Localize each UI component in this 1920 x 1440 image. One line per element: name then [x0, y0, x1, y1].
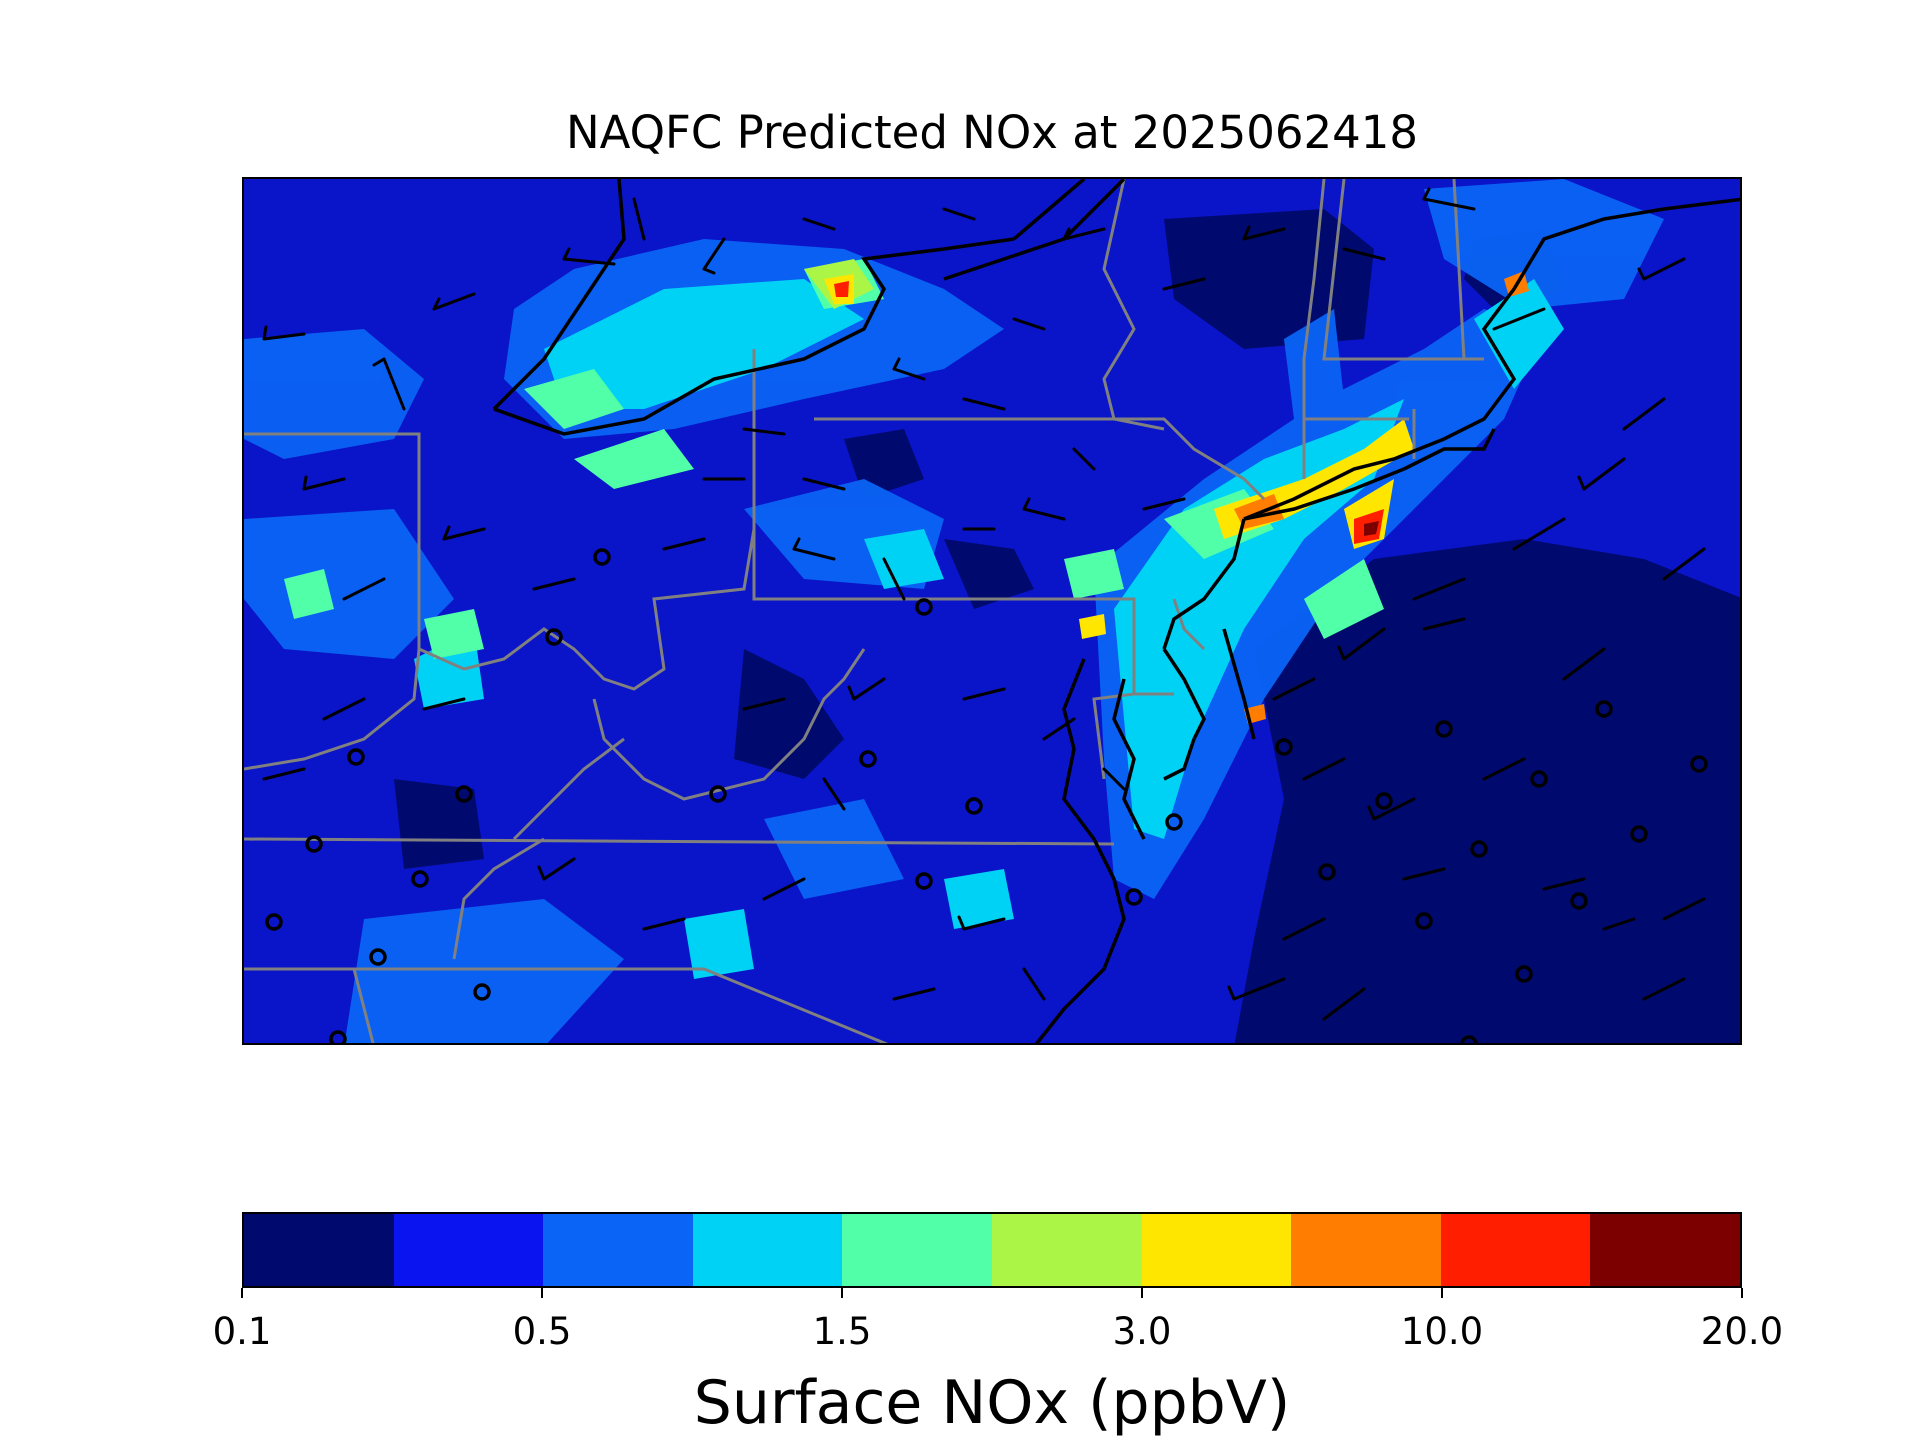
- calm-markers: [265, 548, 1708, 1043]
- colorbar-segment: [393, 1214, 544, 1286]
- wind-barbs: [262, 187, 1706, 1021]
- colorbar-label: Surface NOx (ppbV): [693, 1368, 1291, 1438]
- colorbar-segment: [244, 1214, 394, 1286]
- colorbar-tick-label: 0.1: [212, 1310, 272, 1353]
- colorbar-segment: [543, 1214, 693, 1286]
- colorbar-segment: [1141, 1214, 1292, 1286]
- colorbar-tick: [1441, 1288, 1443, 1298]
- colorbar-segment: [692, 1214, 843, 1286]
- coastlines: [492, 179, 1740, 1043]
- colorbar-tick-label: 1.5: [812, 1310, 872, 1353]
- map-title: NAQFC Predicted NOx at 2025062418: [565, 106, 1419, 159]
- nox-map: [242, 177, 1742, 1045]
- green-nox-regions: [284, 259, 1384, 659]
- colorbar-tick: [241, 1288, 243, 1298]
- colorbar-segment: [991, 1214, 1142, 1286]
- colorbar-segment: [1440, 1214, 1591, 1286]
- colorbar: [242, 1212, 1742, 1288]
- colorbar-tick: [541, 1288, 543, 1298]
- colorbar-tick-label: 10.0: [1400, 1310, 1484, 1353]
- colorbar-tick: [841, 1288, 843, 1298]
- colorbar-segment: [1291, 1214, 1441, 1286]
- colorbar-segment: [842, 1214, 992, 1286]
- nox-map-canvas: [244, 179, 1740, 1043]
- cyan-nox-regions: [414, 279, 1564, 979]
- colorbar-tick-label: 3.0: [1112, 1310, 1172, 1353]
- colorbar-tick: [1741, 1288, 1743, 1298]
- colorbar-tick: [1141, 1288, 1143, 1298]
- colorbar-tick-label: 0.5: [512, 1310, 572, 1353]
- colorbar-segment: [1590, 1214, 1740, 1286]
- colorbar-tick-label: 20.0: [1700, 1310, 1784, 1353]
